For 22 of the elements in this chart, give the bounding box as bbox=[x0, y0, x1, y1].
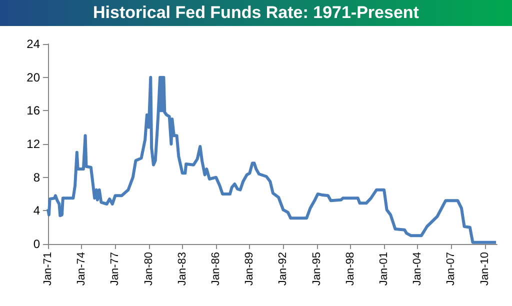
x-tick-label: Jan-83 bbox=[176, 252, 188, 286]
x-tick-label: Jan-71 bbox=[42, 252, 54, 286]
x-tick-label: Jan-98 bbox=[344, 252, 356, 286]
y-tick-label: 0 bbox=[33, 237, 40, 251]
y-tick-label: 8 bbox=[33, 170, 40, 184]
x-tick-label: Jan-86 bbox=[210, 252, 222, 286]
x-tick-label: Jan-10 bbox=[478, 252, 491, 286]
x-tick-label: Jan-01 bbox=[378, 252, 390, 286]
x-tick-label: Jan-89 bbox=[244, 252, 256, 286]
y-tick-label: 20 bbox=[26, 70, 40, 84]
x-tick-label: Jan-77 bbox=[109, 252, 122, 286]
x-tick-label: Jan-80 bbox=[142, 252, 155, 286]
x-tick-label: Jan-95 bbox=[310, 252, 323, 286]
x-tick-label: Jan-74 bbox=[76, 252, 88, 286]
x-tick-label: Jan-07 bbox=[445, 252, 458, 286]
x-tick-label: Jan-04 bbox=[412, 252, 424, 286]
x-tick-label: Jan-92 bbox=[277, 252, 290, 286]
y-tick-label: 4 bbox=[33, 204, 40, 218]
y-tick-label: 12 bbox=[26, 137, 40, 151]
chart-title: Historical Fed Funds Rate: 1971-Present bbox=[0, 0, 512, 26]
y-tick-label: 24 bbox=[26, 37, 40, 51]
y-tick-label: 16 bbox=[26, 104, 40, 118]
